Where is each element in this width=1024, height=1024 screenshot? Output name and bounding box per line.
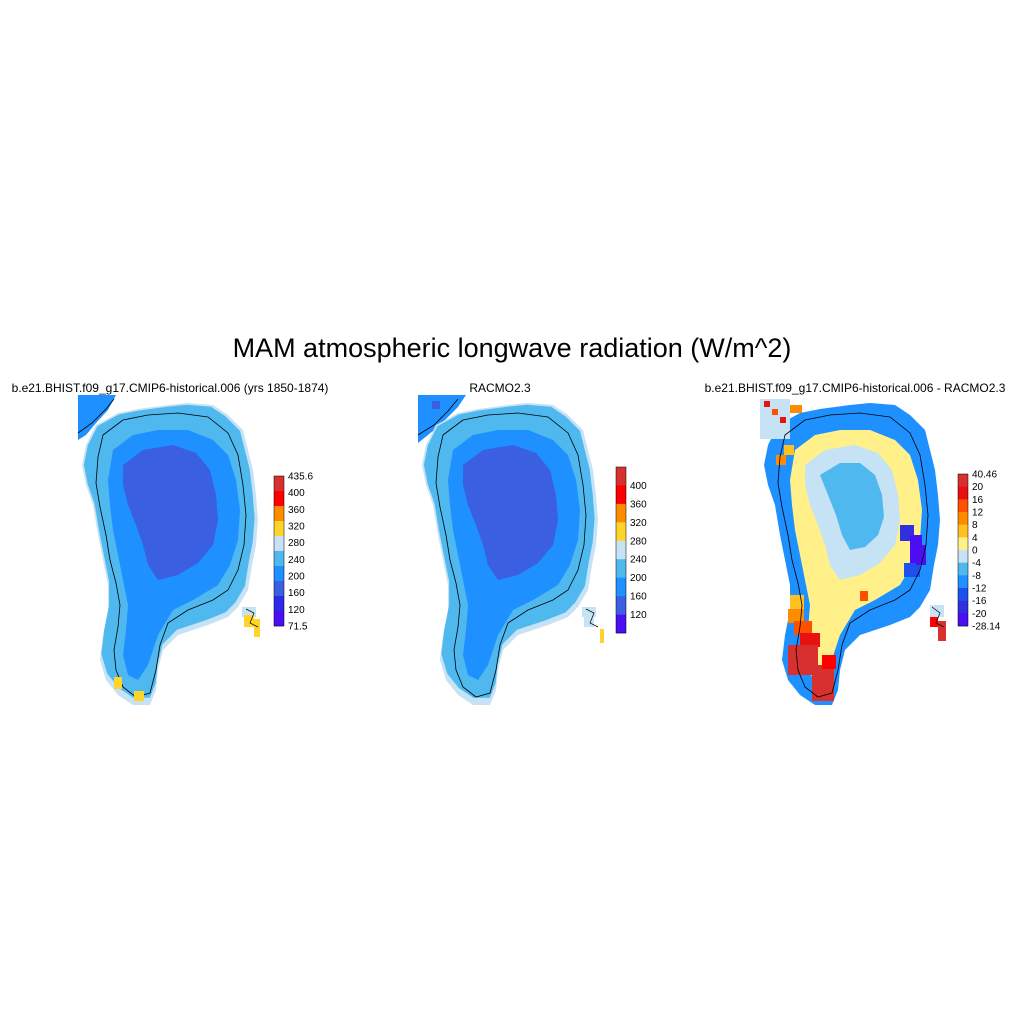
panel-1-title: b.e21.BHIST.f09_g17.CMIP6-historical.006… — [11, 381, 329, 395]
colorbar-tick-label: 360 — [288, 505, 305, 516]
colorbar-tick-label: 360 — [630, 499, 647, 510]
colorbar-tick-label: 4 — [972, 533, 978, 544]
colorbar-swatch — [274, 596, 284, 612]
colorbar-swatch — [616, 577, 626, 597]
colorbar-tick-label: 280 — [288, 538, 305, 549]
colorbar-tick-label: 240 — [630, 555, 647, 566]
colorbar-tick-label: 320 — [630, 518, 647, 529]
colorbar-swatch — [274, 611, 284, 627]
colorbar-swatch — [274, 506, 284, 522]
colorbar-swatch — [616, 522, 626, 542]
colorbar-tick-label: 400 — [288, 488, 305, 499]
colorbar-swatch — [958, 588, 968, 601]
colorbar-tick-label: 160 — [288, 588, 305, 599]
colorbar-swatch — [616, 614, 626, 634]
colorbar-swatch — [274, 521, 284, 537]
colorbar-swatch — [274, 476, 284, 492]
colorbar-panel-2: 400 360 320 280 240 200 160 120 — [615, 466, 647, 634]
colorbar-tick-label: 12 — [972, 508, 984, 519]
colorbar-tick-label: 160 — [630, 592, 647, 603]
colorbar-tick-label: 71.5 — [288, 622, 308, 633]
colorbar-panel-1: 435.6 400 360 320 280 240 200 160 120 71.5 — [273, 472, 313, 633]
colorbar-tick-label: 16 — [972, 495, 984, 506]
colorbar-swatch — [274, 566, 284, 582]
colorbar-tick-label: 8 — [972, 520, 978, 531]
colorbar-tick-label: 20 — [972, 482, 984, 493]
colorbar-swatch — [958, 499, 968, 513]
panel-2-title: RACMO2.3 — [469, 381, 531, 395]
panel-2-map — [417, 395, 604, 705]
colorbar-tick-label: 280 — [630, 536, 647, 547]
colorbar-swatch — [274, 551, 284, 567]
warm-cell — [114, 677, 122, 689]
colorbar-swatch — [274, 491, 284, 507]
colorbar-tick-label: 200 — [288, 572, 305, 583]
colorbar-tick-label: 120 — [630, 610, 647, 621]
canada-corner — [418, 395, 466, 443]
colorbar-swatch — [958, 613, 968, 627]
colorbar-swatch — [274, 536, 284, 552]
figure-title: MAM atmospheric longwave radiation (W/m^… — [232, 333, 792, 363]
colorbar-tick-label: 40.46 — [972, 470, 997, 481]
colorbar-tick-label: 0 — [972, 546, 978, 557]
colorbar-tick-label: 120 — [288, 605, 305, 616]
colorbar-swatch — [616, 596, 626, 615]
colorbar-swatch — [958, 512, 968, 525]
colorbar-swatch — [616, 467, 626, 486]
colorbar-swatch — [616, 559, 626, 578]
colorbar-tick-label: -16 — [972, 596, 987, 607]
colorbar-swatch — [958, 600, 968, 614]
panel-3-map — [760, 399, 946, 705]
colorbar-swatch — [958, 562, 968, 576]
colorbar-swatch — [958, 524, 968, 538]
colorbar-tick-label: -20 — [972, 609, 987, 620]
colorbar-swatch — [958, 486, 968, 500]
colorbar-swatch — [274, 581, 284, 597]
colorbar-swatch — [958, 537, 968, 551]
colorbar-swatch — [616, 485, 626, 505]
colorbar-swatch — [616, 503, 626, 523]
colorbar-tick-label: 435.6 — [288, 472, 313, 483]
colorbar-tick-label: -8 — [972, 571, 981, 582]
colorbar-tick-label: 200 — [630, 573, 647, 584]
colorbar-tick-label: 240 — [288, 555, 305, 566]
colorbar-tick-label: 400 — [630, 481, 647, 492]
colorbar-swatch — [958, 550, 968, 563]
colorbar-swatch — [616, 540, 626, 560]
warm-cell — [134, 691, 144, 701]
colorbar-swatch — [958, 474, 968, 487]
colorbar-swatch — [958, 575, 968, 589]
colorbar-tick-label: -28.14 — [972, 622, 1001, 633]
panel-1-map — [77, 395, 260, 705]
colorbar-tick-label: -4 — [972, 558, 981, 569]
colorbar-tick-label: -12 — [972, 584, 987, 595]
panel-3-title: b.e21.BHIST.f09_g17.CMIP6-historical.006… — [704, 381, 1006, 395]
colorbar-tick-label: 320 — [288, 522, 305, 533]
